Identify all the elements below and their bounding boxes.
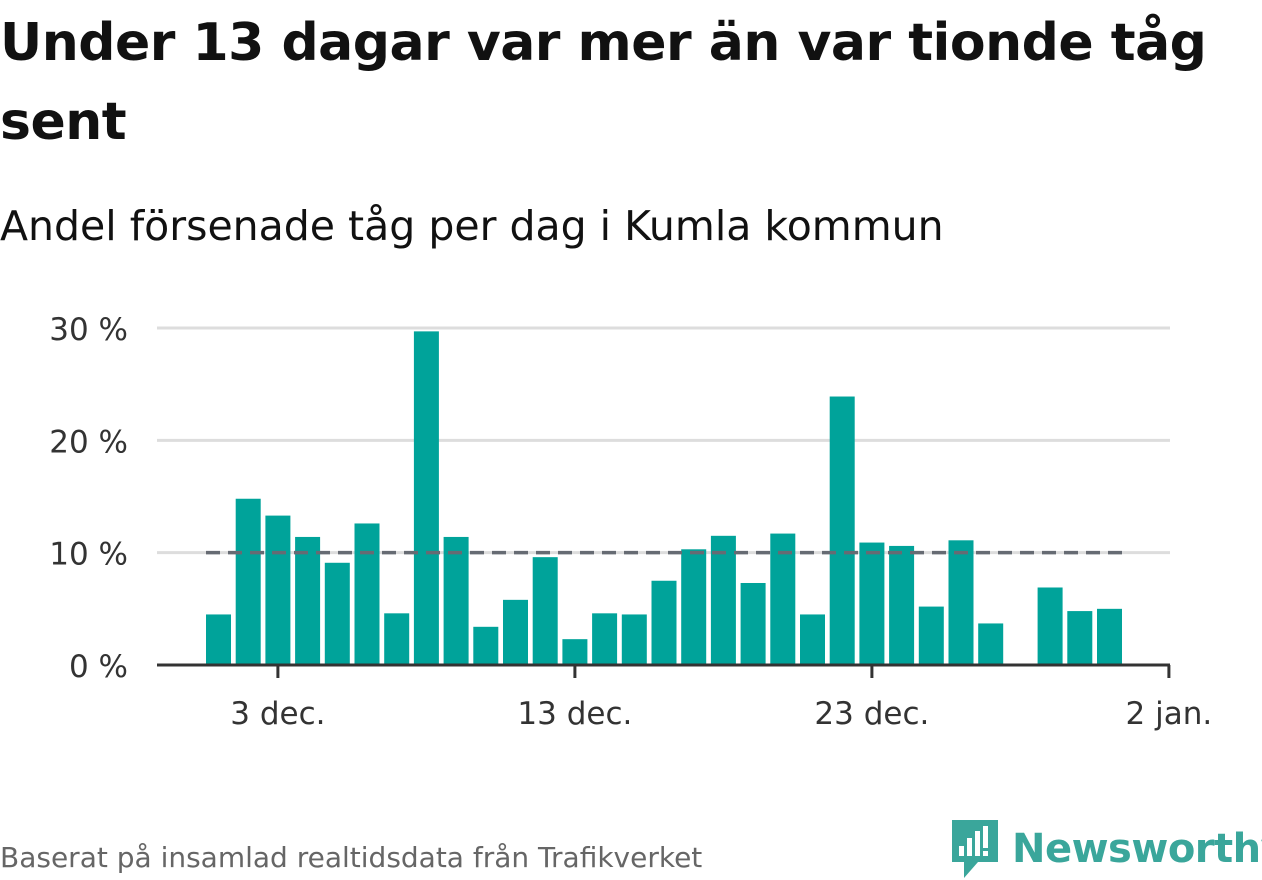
bar <box>800 614 825 665</box>
axes: 0 % 10 % 20 % 30 % 3 dec. 13 dec. 23 dec. 2 jan… <box>49 312 1212 732</box>
bar <box>918 606 944 665</box>
bars <box>206 331 1122 665</box>
bar <box>324 562 350 665</box>
bar <box>295 536 321 665</box>
newsworthy-logo: Newsworthy <box>950 818 1262 880</box>
bar-chart: 0 % 10 % 20 % 30 % 3 dec. 13 dec. 23 dec. 2 jan… <box>49 312 1212 732</box>
x-tick-label: 23 dec. <box>814 696 929 732</box>
y-tick-label: 0 % <box>69 649 128 685</box>
y-tick-label: 30 % <box>49 312 128 348</box>
bar <box>710 535 736 665</box>
bar <box>681 549 707 665</box>
y-tick-label: 10 % <box>49 537 128 573</box>
bar <box>621 614 647 665</box>
bar <box>265 515 291 665</box>
bar <box>889 545 915 665</box>
bar <box>1037 587 1063 665</box>
source-note: Baserat på insamlad realtidsdata från Tr… <box>0 841 703 874</box>
bar <box>859 542 885 665</box>
bar <box>978 623 1004 665</box>
x-tick-label: 2 jan. <box>1126 696 1213 732</box>
y-tick-label: 20 % <box>49 424 128 460</box>
chart-title: Under 13 dagar var mer än var tionde tåg… <box>0 13 1207 152</box>
bar <box>354 523 380 665</box>
bar <box>443 536 469 665</box>
bar <box>562 639 588 665</box>
bar <box>770 533 796 665</box>
bar <box>1097 608 1122 665</box>
bar <box>413 331 439 665</box>
brand-name: Newsworthy <box>1012 826 1262 872</box>
bar <box>948 540 974 665</box>
bar <box>384 613 410 665</box>
bar <box>503 599 528 665</box>
x-tick-label: 3 dec. <box>230 696 325 732</box>
bar <box>235 498 261 665</box>
bar <box>473 626 499 665</box>
gridlines <box>157 326 1170 555</box>
bar <box>740 582 766 665</box>
bar <box>829 396 855 665</box>
chart-subtitle: Andel försenade tåg per dag i Kumla komm… <box>0 202 944 250</box>
newsworthy-logo-icon <box>952 820 998 878</box>
x-tick-label: 13 dec. <box>517 696 632 732</box>
bar <box>592 613 618 665</box>
bar <box>532 557 558 665</box>
bar <box>1067 611 1093 665</box>
bar <box>651 580 677 665</box>
bar <box>206 614 231 665</box>
